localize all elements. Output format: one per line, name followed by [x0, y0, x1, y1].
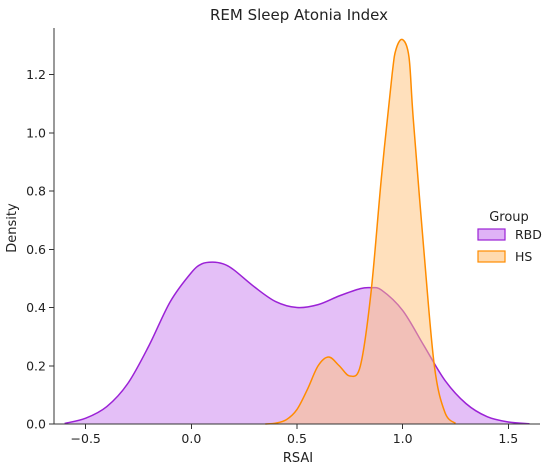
x-tick-label: 0.0 [181, 431, 201, 446]
y-tick-label: 0.8 [26, 184, 46, 199]
legend-label-rbd: RBD [515, 227, 542, 242]
y-tick-label: 0.2 [26, 358, 46, 373]
series-area-rbd [64, 262, 530, 424]
y-ticks: 0.0 0.2 0.4 0.6 0.8 1.0 1.2 [26, 67, 54, 432]
x-tick-label: 0.5 [287, 431, 307, 446]
legend-label-hs: HS [515, 249, 532, 264]
x-tick-label: −0.5 [71, 431, 101, 446]
plot-area: −0.5 0.0 0.5 1.0 1.5 0.0 0.2 0.4 0.6 0.8 1.0 1.2 [26, 28, 540, 446]
legend-items: RBD HS [477, 227, 542, 264]
legend-swatch-rbd [477, 228, 506, 241]
series-area-hs [265, 39, 456, 424]
series-line-hs [265, 38, 457, 425]
chart-title: REM Sleep Atonia Index [210, 6, 388, 24]
series-line-rbd [64, 261, 530, 425]
x-tick-label: 1.0 [393, 431, 413, 446]
legend-swatch-hs [477, 250, 506, 263]
legend: Group RBD HS [477, 210, 542, 264]
y-tick-label: 1.2 [26, 67, 46, 82]
x-ticks: −0.5 0.0 0.5 1.0 1.5 [71, 424, 518, 446]
series-group [64, 38, 530, 425]
y-axis-label: Density [5, 203, 20, 253]
x-axis-label: RSAI [283, 451, 313, 466]
y-tick-label: 0.6 [26, 242, 46, 257]
y-tick-label: 1.0 [26, 125, 46, 140]
y-tick-label: 0.0 [26, 417, 46, 432]
legend-title: Group [489, 210, 529, 225]
x-tick-label: 1.5 [498, 431, 518, 446]
y-tick-label: 0.4 [26, 300, 46, 315]
